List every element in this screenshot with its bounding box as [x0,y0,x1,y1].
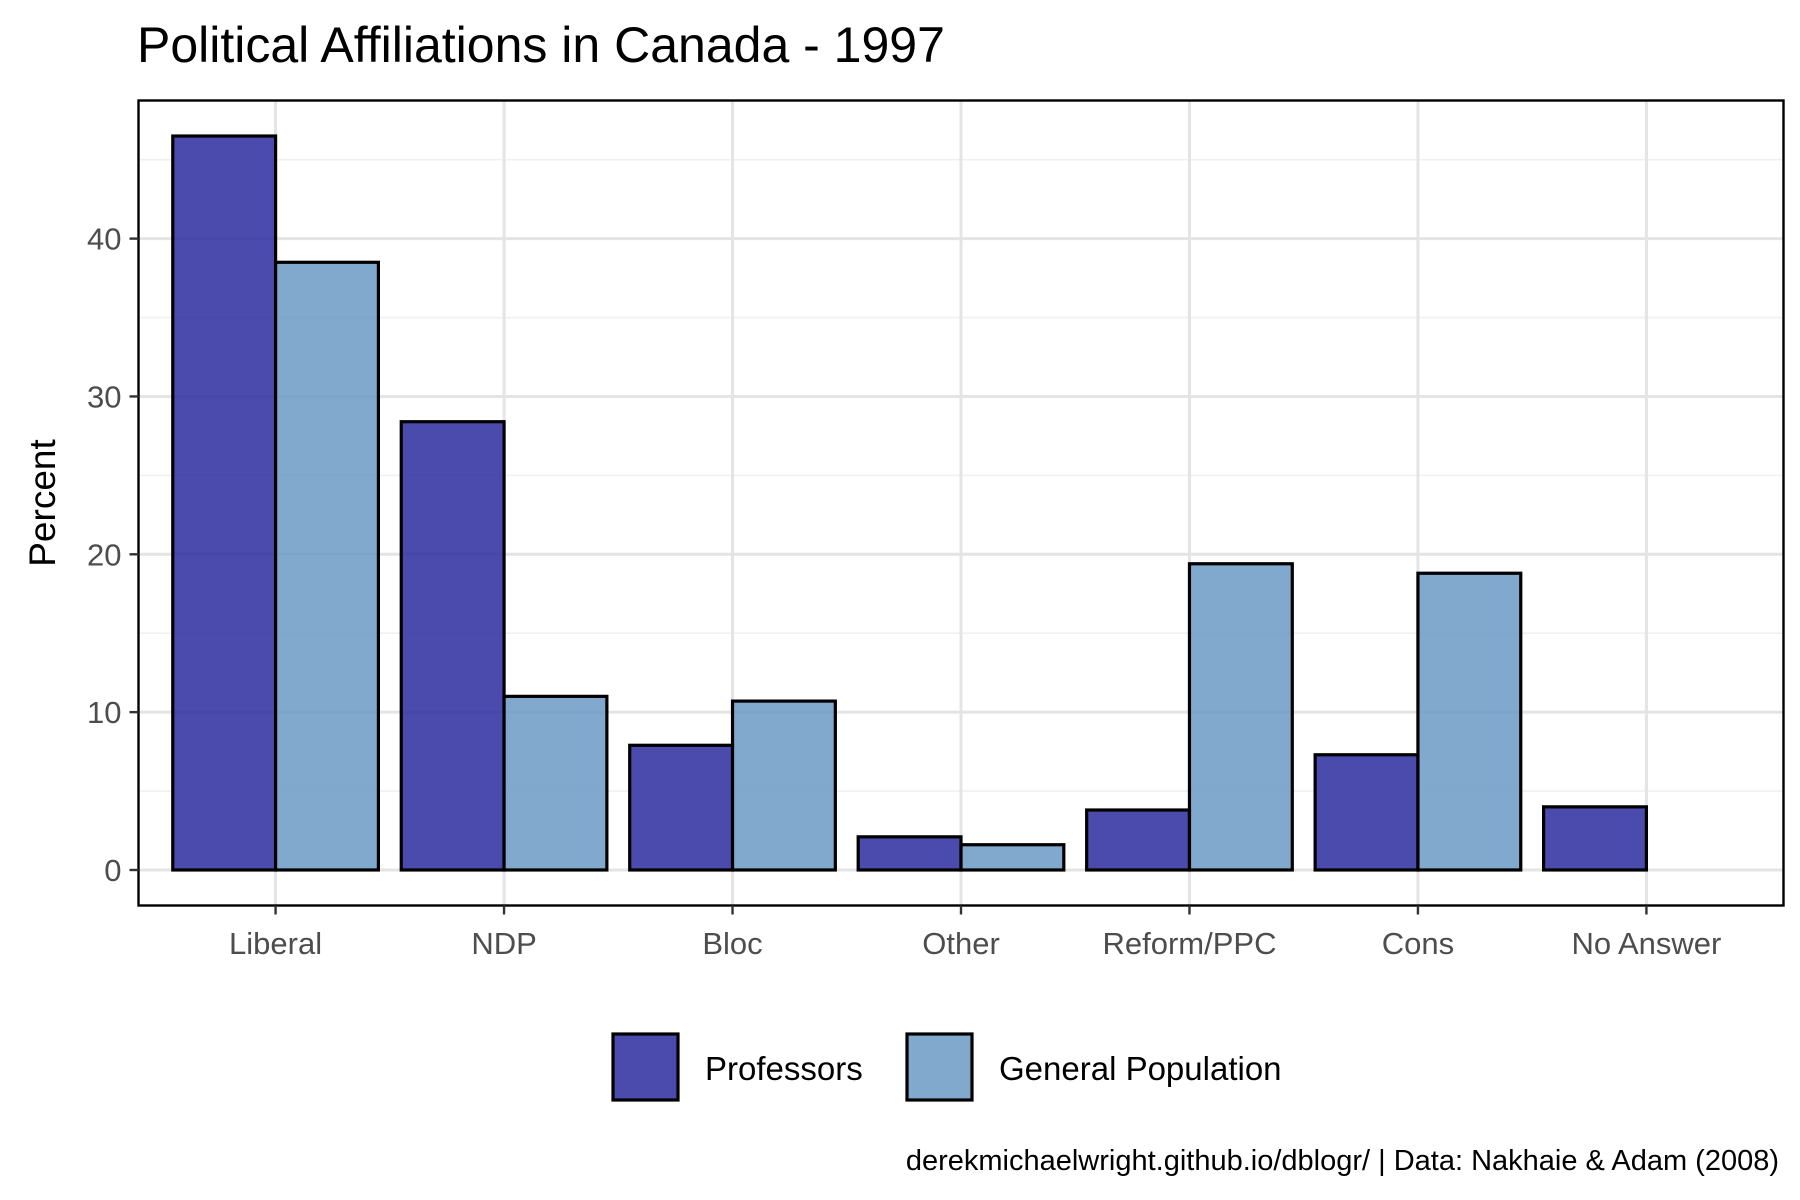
x-tick-label: Other [922,926,1000,961]
x-tick-label: NDP [471,926,536,961]
legend-key-professors [611,1032,680,1102]
y-tick-label: 10 [87,695,121,730]
legend-label-professors: Professors [705,1050,863,1087]
y-tick-label: 20 [87,537,121,572]
bar-professors-bloc [628,743,735,872]
bar-professors-cons [1313,753,1420,872]
legend: Professors General Population [611,1032,1282,1102]
y-tick-label: 30 [87,379,121,414]
x-tick-label: Bloc [702,926,762,961]
bar-general-population-other [959,843,1066,872]
chart-caption: derekmichaelwright.github.io/dblogr/ | D… [906,1145,1779,1177]
bar-professors-liberal [171,134,278,872]
bar-general-population-cons [1416,571,1523,872]
x-tick-label: Reform/PPC [1102,926,1276,961]
y-axis: 0 10 20 30 40 [87,222,139,888]
bar-general-population-reform-ppc [1187,562,1294,872]
bar-general-population-liberal [273,260,380,872]
legend-key-general-population [905,1032,974,1102]
bar-professors-reform-ppc [1085,808,1192,872]
x-tick-label: Liberal [229,926,322,961]
x-axis: Liberal NDP Bloc Other Reform/PPC Cons No Answ… [229,905,1721,961]
bar-professors-no-answer [1542,805,1649,872]
x-tick-label: Cons [1382,926,1454,961]
chart-title: Political Affiliations in Canada - 1997 [137,17,945,73]
x-tick-label: No Answer [1571,926,1721,961]
y-axis-label: Percent [22,439,63,567]
bar-professors-ndp [399,420,506,872]
bar-general-population-bloc [730,699,837,872]
gridlines [138,100,1784,906]
y-tick-label: 0 [104,853,121,888]
bars [171,134,1649,872]
y-tick-label: 40 [87,222,121,257]
legend-label-general-population: General Population [999,1050,1282,1087]
bar-general-population-ndp [502,694,609,872]
bar-professors-other [856,835,963,872]
